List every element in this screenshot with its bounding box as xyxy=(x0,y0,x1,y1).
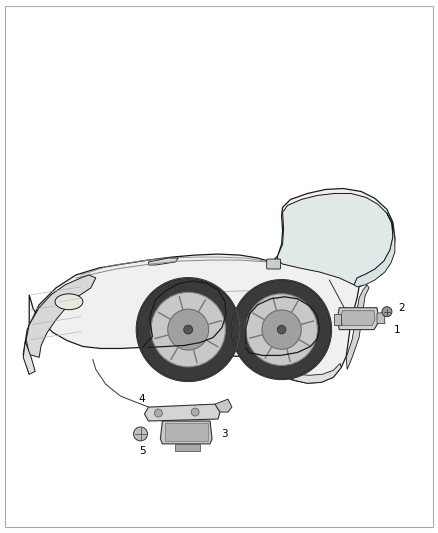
Polygon shape xyxy=(341,311,375,326)
Polygon shape xyxy=(346,285,369,369)
Circle shape xyxy=(191,408,199,416)
Circle shape xyxy=(246,294,318,365)
Ellipse shape xyxy=(55,294,83,310)
Circle shape xyxy=(232,280,331,379)
Circle shape xyxy=(137,278,240,381)
Circle shape xyxy=(155,409,162,417)
Circle shape xyxy=(134,427,148,441)
Polygon shape xyxy=(175,444,200,451)
Polygon shape xyxy=(354,213,395,287)
Text: 2: 2 xyxy=(398,303,404,313)
Polygon shape xyxy=(165,423,208,441)
Polygon shape xyxy=(337,308,379,329)
Text: 5: 5 xyxy=(139,446,145,456)
Circle shape xyxy=(262,310,301,349)
Polygon shape xyxy=(283,364,341,383)
Polygon shape xyxy=(148,258,178,265)
Text: 4: 4 xyxy=(139,394,145,404)
FancyBboxPatch shape xyxy=(267,259,281,269)
Polygon shape xyxy=(26,275,96,358)
Polygon shape xyxy=(23,189,395,383)
Circle shape xyxy=(277,325,286,334)
Polygon shape xyxy=(23,342,35,374)
Polygon shape xyxy=(215,399,232,412)
Polygon shape xyxy=(145,404,220,421)
Text: 1: 1 xyxy=(394,325,400,335)
Circle shape xyxy=(151,293,226,367)
Polygon shape xyxy=(278,193,393,285)
Polygon shape xyxy=(334,314,341,325)
Polygon shape xyxy=(160,421,212,444)
Circle shape xyxy=(382,307,392,317)
Polygon shape xyxy=(377,312,385,324)
Circle shape xyxy=(184,325,193,334)
Text: 3: 3 xyxy=(221,429,228,439)
Circle shape xyxy=(168,309,208,350)
